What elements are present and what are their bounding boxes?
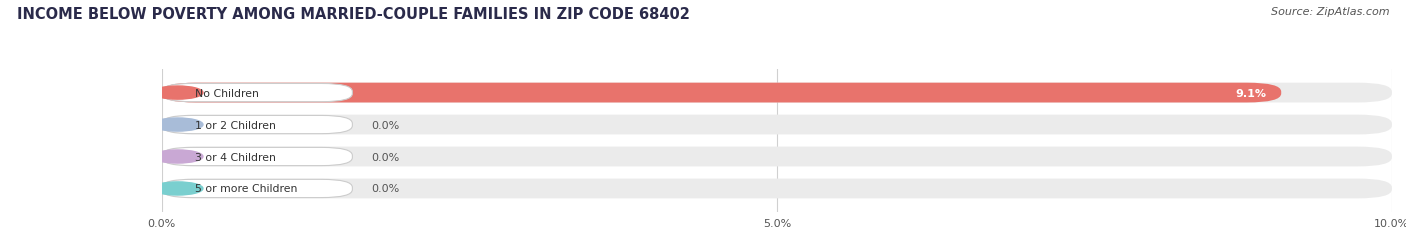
Text: No Children: No Children — [195, 88, 259, 98]
FancyBboxPatch shape — [162, 83, 1392, 103]
FancyBboxPatch shape — [162, 84, 353, 102]
Circle shape — [152, 119, 202, 131]
FancyBboxPatch shape — [162, 148, 353, 166]
Text: INCOME BELOW POVERTY AMONG MARRIED-COUPLE FAMILIES IN ZIP CODE 68402: INCOME BELOW POVERTY AMONG MARRIED-COUPL… — [17, 7, 690, 22]
Text: 9.1%: 9.1% — [1236, 88, 1267, 98]
FancyBboxPatch shape — [162, 83, 1281, 103]
Text: Source: ZipAtlas.com: Source: ZipAtlas.com — [1271, 7, 1389, 17]
Text: 1 or 2 Children: 1 or 2 Children — [195, 120, 276, 130]
FancyBboxPatch shape — [162, 116, 353, 134]
Text: 0.0%: 0.0% — [371, 152, 399, 162]
FancyBboxPatch shape — [162, 179, 1392, 198]
Text: 0.0%: 0.0% — [371, 120, 399, 130]
FancyBboxPatch shape — [162, 179, 353, 198]
FancyBboxPatch shape — [162, 115, 1392, 135]
Circle shape — [152, 150, 202, 163]
FancyBboxPatch shape — [162, 147, 1392, 167]
Circle shape — [152, 87, 202, 100]
Text: 0.0%: 0.0% — [371, 184, 399, 194]
Text: 5 or more Children: 5 or more Children — [195, 184, 297, 194]
Text: 3 or 4 Children: 3 or 4 Children — [195, 152, 276, 162]
Circle shape — [152, 182, 202, 195]
